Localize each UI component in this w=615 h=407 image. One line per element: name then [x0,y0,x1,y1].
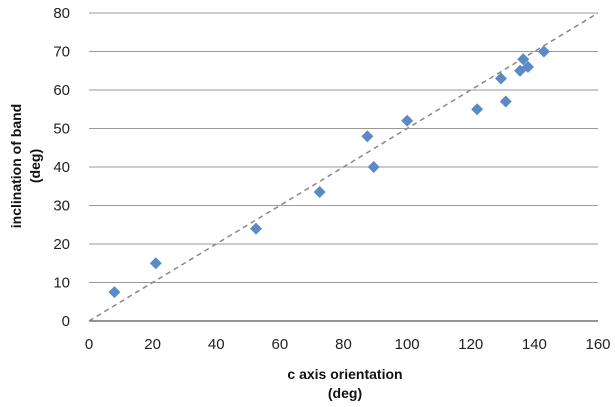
x-tick-label-80: 80 [335,336,352,353]
data-point-6 [367,161,380,173]
x-tick-label-20: 20 [144,336,161,353]
x-axis-title-line1: c axis orientation [287,366,402,382]
x-tick-label-0: 0 [85,336,93,353]
data-points [108,45,550,299]
y-tick-labels: 0 10 20 30 40 50 60 70 80 [53,5,70,330]
reference-line-group [88,12,599,322]
x-tick-label-60: 60 [272,336,289,353]
data-point-2 [149,257,162,270]
data-point-5 [361,130,374,143]
y-tick-label-70: 70 [53,44,70,61]
y-tick-label-0: 0 [62,313,70,330]
data-point-13 [522,60,535,73]
y-tick-label-50: 50 [53,121,70,138]
y-axis-title-line1: inclination of band [8,104,24,228]
data-point-1 [108,286,121,299]
data-point-9 [494,72,507,85]
x-axis-title-line2: (deg) [328,385,362,401]
data-point-4 [313,186,326,199]
x-tick-label-160: 160 [585,336,610,353]
reference-line [88,12,599,322]
y-tick-label-60: 60 [53,82,70,99]
data-point-12 [517,53,530,66]
data-point-8 [471,103,484,116]
y-tick-label-40: 40 [53,159,70,176]
x-tick-label-100: 100 [395,336,420,353]
x-tick-label-40: 40 [208,336,225,353]
data-point-7 [401,114,414,127]
data-point-14 [537,45,550,58]
y-axis-title-line2: (deg) [27,149,43,183]
x-tick-label-120: 120 [458,336,483,353]
data-point-10 [499,95,512,108]
gridlines [89,12,598,283]
x-tick-labels: 0 20 40 60 80 100 120 140 160 [85,336,611,353]
y-tick-label-30: 30 [53,198,70,215]
data-point-3 [250,222,263,235]
x-tick-label-140: 140 [522,336,547,353]
y-tick-label-20: 20 [53,236,70,253]
y-tick-label-80: 80 [53,5,70,22]
y-tick-label-10: 10 [53,275,70,292]
